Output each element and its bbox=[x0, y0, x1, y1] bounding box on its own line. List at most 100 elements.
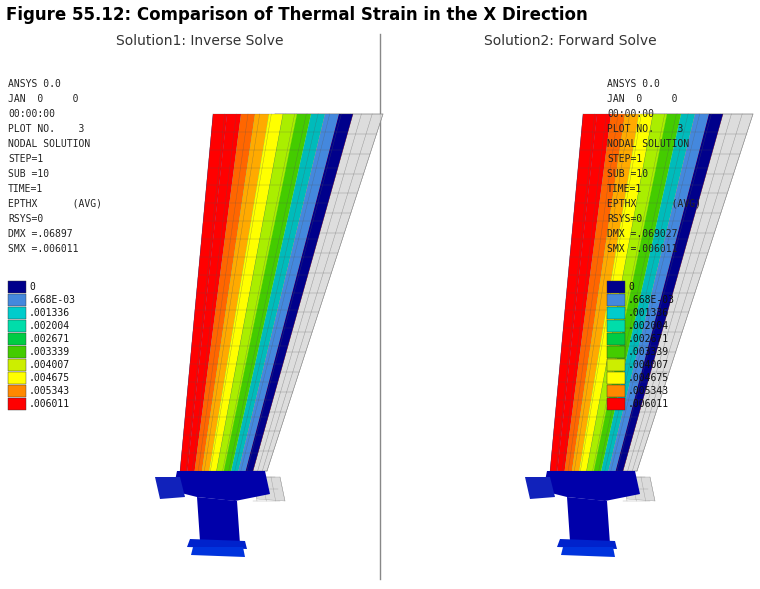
Polygon shape bbox=[557, 539, 617, 549]
Polygon shape bbox=[623, 477, 655, 501]
Polygon shape bbox=[565, 114, 625, 471]
Bar bbox=[607, 307, 625, 319]
Bar bbox=[607, 281, 625, 293]
Polygon shape bbox=[616, 114, 723, 471]
Polygon shape bbox=[572, 114, 639, 471]
Bar bbox=[8, 346, 26, 358]
Polygon shape bbox=[191, 547, 245, 557]
Text: RSYS=0: RSYS=0 bbox=[8, 214, 43, 224]
Polygon shape bbox=[195, 114, 255, 471]
Bar bbox=[607, 398, 625, 410]
Polygon shape bbox=[202, 114, 269, 471]
Text: EPTHX      (AVG): EPTHX (AVG) bbox=[607, 199, 701, 209]
Text: .005343: .005343 bbox=[628, 386, 669, 396]
Polygon shape bbox=[239, 114, 339, 471]
Polygon shape bbox=[217, 114, 297, 471]
Text: NODAL SOLUTION: NODAL SOLUTION bbox=[8, 139, 90, 149]
Bar bbox=[8, 333, 26, 345]
Bar bbox=[607, 346, 625, 358]
Polygon shape bbox=[601, 114, 695, 471]
Polygon shape bbox=[561, 547, 615, 557]
Bar bbox=[607, 359, 625, 371]
Polygon shape bbox=[543, 471, 640, 501]
Text: TIME=1: TIME=1 bbox=[607, 184, 642, 194]
Polygon shape bbox=[209, 114, 283, 471]
Text: STEP=1: STEP=1 bbox=[8, 154, 43, 164]
Polygon shape bbox=[223, 114, 311, 471]
Text: .006011: .006011 bbox=[29, 399, 70, 409]
Polygon shape bbox=[245, 114, 353, 471]
Polygon shape bbox=[587, 114, 667, 471]
Text: .004675: .004675 bbox=[29, 373, 70, 383]
Bar bbox=[607, 333, 625, 345]
Text: PLOT NO.    3: PLOT NO. 3 bbox=[607, 124, 683, 134]
Bar bbox=[8, 372, 26, 384]
Bar bbox=[8, 281, 26, 293]
Polygon shape bbox=[609, 114, 709, 471]
Text: PLOT NO.    3: PLOT NO. 3 bbox=[8, 124, 84, 134]
Polygon shape bbox=[220, 114, 383, 471]
Text: .003339: .003339 bbox=[628, 347, 669, 357]
Bar bbox=[8, 320, 26, 332]
Polygon shape bbox=[197, 497, 240, 544]
Text: ANSYS 0.0: ANSYS 0.0 bbox=[8, 79, 61, 89]
Text: 00:00:00: 00:00:00 bbox=[607, 109, 654, 119]
Bar bbox=[8, 294, 26, 306]
Polygon shape bbox=[609, 114, 709, 471]
Polygon shape bbox=[202, 114, 269, 471]
Polygon shape bbox=[187, 114, 241, 471]
Polygon shape bbox=[253, 477, 285, 501]
Text: JAN  0     0: JAN 0 0 bbox=[8, 94, 78, 104]
Bar bbox=[8, 385, 26, 397]
Text: DMX =.06897: DMX =.06897 bbox=[8, 229, 73, 239]
Polygon shape bbox=[557, 114, 611, 471]
Text: Figure 55.12: Comparison of Thermal Strain in the X Direction: Figure 55.12: Comparison of Thermal Stra… bbox=[6, 6, 587, 24]
Bar bbox=[607, 294, 625, 306]
Polygon shape bbox=[231, 114, 325, 471]
Text: TIME=1: TIME=1 bbox=[8, 184, 43, 194]
Polygon shape bbox=[231, 114, 325, 471]
Polygon shape bbox=[616, 114, 723, 471]
Polygon shape bbox=[239, 114, 339, 471]
Polygon shape bbox=[557, 114, 611, 471]
Text: STEP=1: STEP=1 bbox=[607, 154, 642, 164]
Bar bbox=[8, 359, 26, 371]
Text: SUB =10: SUB =10 bbox=[607, 169, 648, 179]
Text: .668E-03: .668E-03 bbox=[628, 295, 675, 305]
Bar bbox=[607, 372, 625, 384]
Text: SMX =.006011: SMX =.006011 bbox=[8, 244, 78, 254]
Polygon shape bbox=[223, 114, 311, 471]
Polygon shape bbox=[601, 114, 695, 471]
Polygon shape bbox=[209, 114, 283, 471]
Text: .002004: .002004 bbox=[29, 321, 70, 331]
Text: 00:00:00: 00:00:00 bbox=[8, 109, 55, 119]
Polygon shape bbox=[187, 114, 241, 471]
Polygon shape bbox=[187, 539, 247, 549]
Polygon shape bbox=[579, 114, 653, 471]
Text: .001336: .001336 bbox=[628, 308, 669, 318]
Polygon shape bbox=[525, 477, 555, 499]
Polygon shape bbox=[579, 114, 653, 471]
Polygon shape bbox=[567, 497, 610, 544]
Polygon shape bbox=[180, 114, 227, 471]
Polygon shape bbox=[594, 114, 681, 471]
Text: .001336: .001336 bbox=[29, 308, 70, 318]
Polygon shape bbox=[572, 114, 639, 471]
Polygon shape bbox=[217, 114, 297, 471]
Text: 0: 0 bbox=[628, 282, 634, 292]
Polygon shape bbox=[590, 114, 753, 471]
Text: DMX =.069027: DMX =.069027 bbox=[607, 229, 677, 239]
Polygon shape bbox=[155, 477, 185, 499]
Text: SMX =.006011: SMX =.006011 bbox=[607, 244, 677, 254]
Text: .002671: .002671 bbox=[29, 334, 70, 344]
Text: 0: 0 bbox=[29, 282, 35, 292]
Text: EPTHX      (AVG): EPTHX (AVG) bbox=[8, 199, 102, 209]
Bar bbox=[607, 385, 625, 397]
Text: .004675: .004675 bbox=[628, 373, 669, 383]
Text: .668E-03: .668E-03 bbox=[29, 295, 76, 305]
Text: .002004: .002004 bbox=[628, 321, 669, 331]
Bar bbox=[607, 320, 625, 332]
Bar bbox=[8, 398, 26, 410]
Text: .003339: .003339 bbox=[29, 347, 70, 357]
Text: JAN  0     0: JAN 0 0 bbox=[607, 94, 677, 104]
